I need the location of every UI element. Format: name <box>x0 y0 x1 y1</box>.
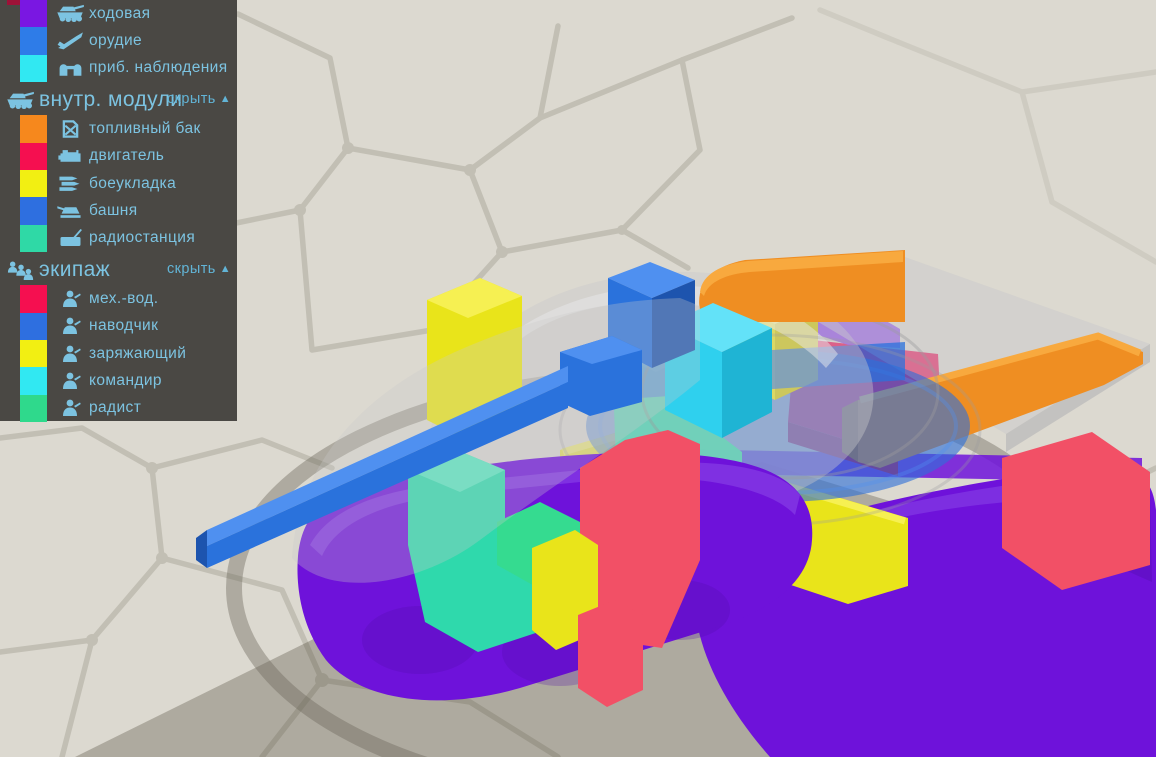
color-swatch <box>20 27 47 55</box>
radioman-icon <box>53 398 87 418</box>
color-swatch <box>20 115 47 143</box>
section-header-crew: экипаж скрыть ▲ <box>0 255 237 285</box>
legend-item-label: наводчик <box>89 317 159 335</box>
legend-item-loader[interactable]: заряжающий <box>0 339 237 368</box>
gunner-icon <box>53 316 87 336</box>
gunner-module <box>608 262 695 368</box>
legend-item-fuel-tank[interactable]: топливный бак <box>0 115 237 143</box>
color-swatch <box>20 142 47 170</box>
legend-item-turret[interactable]: башня <box>0 197 237 225</box>
ammo-rack-icon <box>53 174 87 193</box>
color-swatch <box>20 367 47 395</box>
radio-icon <box>53 228 87 248</box>
hide-toggle-internal-modules[interactable]: скрыть ▲ <box>167 91 231 108</box>
loader-icon <box>53 344 87 364</box>
color-swatch <box>20 197 47 225</box>
legend-item-engine[interactable]: двигатель <box>0 142 237 170</box>
legend-panel: ходовая орудие приб. наблюдения внутр. м <box>0 0 237 423</box>
legend-item-commander[interactable]: командир <box>0 367 237 395</box>
legend-item-radio[interactable]: радиостанция <box>0 224 237 253</box>
gun-icon <box>53 31 87 51</box>
color-swatch <box>20 339 47 368</box>
color-swatch <box>20 0 47 28</box>
observation-device-icon <box>53 59 87 78</box>
section-header-internal-modules: внутр. модули скрыть ▲ <box>0 85 237 115</box>
color-swatch <box>20 224 47 253</box>
legend-item-label: орудие <box>89 32 143 50</box>
color-swatch <box>20 54 47 83</box>
legend-item-label: радиостанция <box>89 229 196 247</box>
driver-icon <box>53 289 87 309</box>
legend-item-radioman[interactable]: радист <box>0 394 237 423</box>
floor-pattern-nodes <box>86 142 988 687</box>
triangle-up-icon: ▲ <box>219 93 231 106</box>
engine-icon <box>53 147 87 166</box>
hide-toggle-crew[interactable]: скрыть ▲ <box>167 261 231 278</box>
legend-item-label: заряжающий <box>89 344 187 362</box>
color-swatch <box>20 394 47 423</box>
legend-item-gun[interactable]: орудие <box>0 27 237 55</box>
legend-item-observation[interactable]: приб. наблюдения <box>0 54 237 83</box>
legend-item-label: радист <box>89 399 142 417</box>
legend-item-ammo-rack[interactable]: боеукладка <box>0 169 237 198</box>
section-internal-modules: внутр. модули скрыть ▲ топливный бак дви… <box>0 85 237 253</box>
section-title: экипаж <box>39 258 111 282</box>
color-swatch <box>20 169 47 198</box>
section-title: внутр. модули <box>39 88 183 112</box>
legend-item-label: боеукладка <box>89 174 177 192</box>
legend-item-label: топливный бак <box>89 119 201 137</box>
fuel-tank-front <box>699 250 905 322</box>
crew-group-icon <box>4 260 36 281</box>
legend-item-label: двигатель <box>89 147 165 165</box>
chassis-icon <box>53 3 87 24</box>
cropped-swatch <box>7 0 20 5</box>
color-swatch <box>20 285 47 313</box>
legend-item-chassis[interactable]: ходовая <box>0 0 237 28</box>
section-external-modules: ходовая орудие приб. наблюдения <box>0 0 237 83</box>
section-crew: экипаж скрыть ▲ мех.-вод. наводчик <box>0 255 237 423</box>
legend-item-driver[interactable]: мех.-вод. <box>0 285 237 313</box>
gun-barrel <box>196 336 642 568</box>
legend-item-label: командир <box>89 371 162 389</box>
turret-icon <box>53 202 87 221</box>
fuel-tank-icon <box>53 119 87 139</box>
legend-item-gunner[interactable]: наводчик <box>0 312 237 340</box>
tank-icon <box>4 90 36 111</box>
commander-icon <box>53 371 87 391</box>
tank-model <box>196 250 1156 757</box>
legend-item-label: башня <box>89 202 138 220</box>
legend-item-label: мех.-вод. <box>89 289 159 307</box>
legend-item-label: приб. наблюдения <box>89 59 228 77</box>
legend-item-label: ходовая <box>89 4 151 22</box>
driver-box-small <box>578 600 643 707</box>
color-swatch <box>20 312 47 340</box>
triangle-up-icon: ▲ <box>219 263 231 276</box>
driver-module <box>580 430 700 648</box>
